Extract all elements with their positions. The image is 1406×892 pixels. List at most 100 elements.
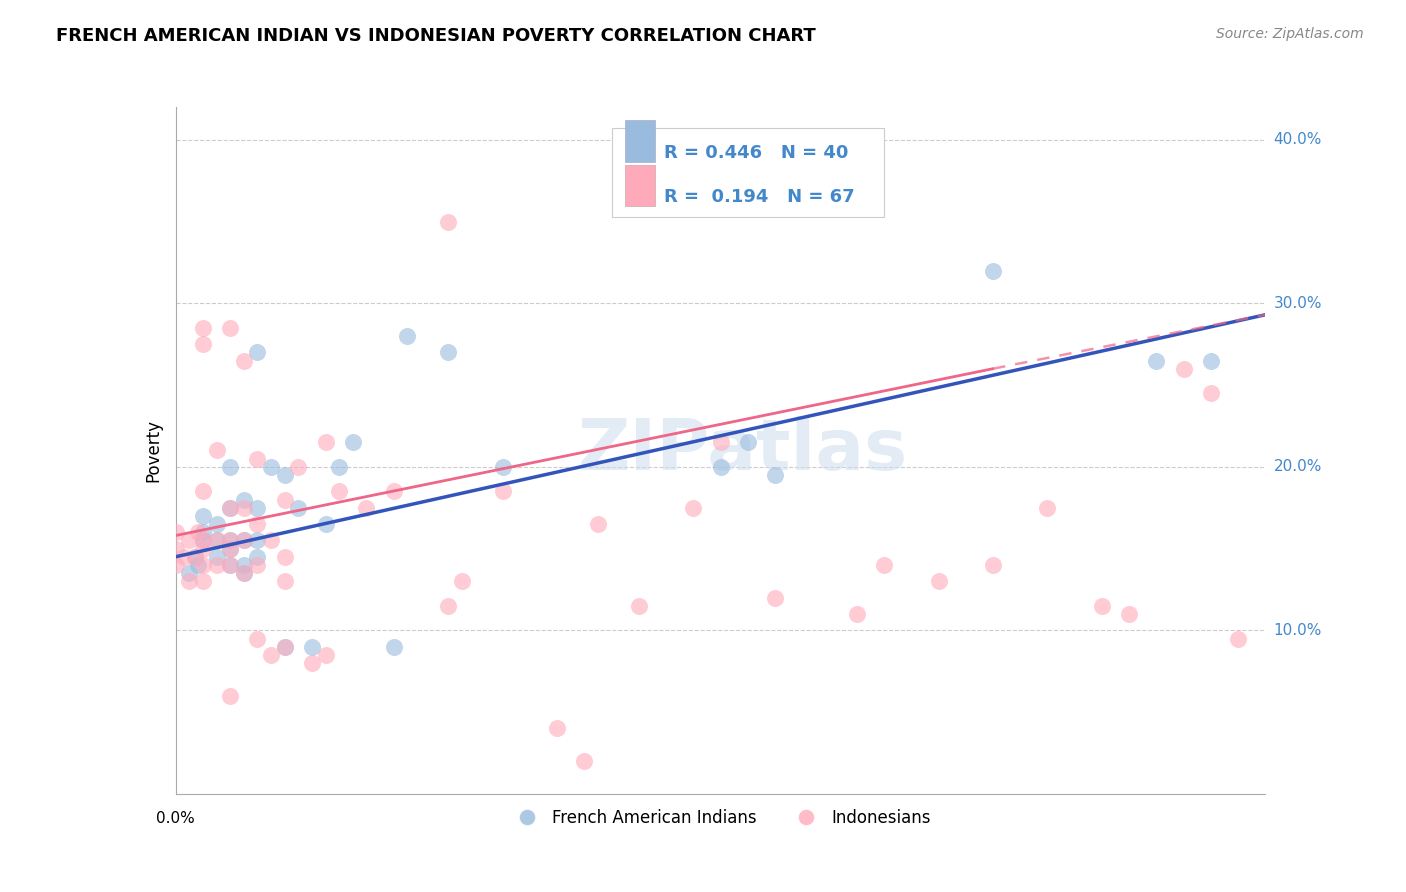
Text: R =  0.194   N = 67: R = 0.194 N = 67 [664, 188, 855, 206]
Point [246, 632, 269, 646]
Point [356, 500, 378, 515]
Point [287, 500, 309, 515]
Point [342, 435, 364, 450]
Point [191, 337, 214, 351]
Point [274, 492, 297, 507]
Point [205, 549, 228, 564]
Point [191, 321, 214, 335]
Point [219, 459, 242, 474]
Point [382, 484, 405, 499]
Point [260, 459, 283, 474]
Point [219, 500, 242, 515]
Point [981, 263, 1004, 277]
Text: FRENCH AMERICAN INDIAN VS INDONESIAN POVERTY CORRELATION CHART: FRENCH AMERICAN INDIAN VS INDONESIAN POV… [56, 27, 815, 45]
Point [219, 689, 242, 703]
Point [232, 492, 254, 507]
Point [274, 467, 297, 482]
Point [179, 574, 201, 589]
Point [315, 516, 337, 531]
Point [710, 435, 733, 450]
Point [184, 549, 207, 564]
Text: 10.0%: 10.0% [1274, 623, 1322, 638]
Text: R = 0.446   N = 40: R = 0.446 N = 40 [664, 144, 848, 161]
Point [763, 467, 786, 482]
Point [260, 533, 283, 548]
Point [165, 525, 187, 540]
Point [191, 508, 214, 523]
Point [315, 435, 337, 450]
Point [246, 516, 269, 531]
Point [186, 558, 209, 572]
Point [186, 525, 209, 540]
Point [1118, 607, 1140, 621]
Point [928, 574, 950, 589]
Point [165, 558, 187, 572]
Point [179, 566, 201, 580]
Point [184, 549, 207, 564]
Point [165, 541, 187, 556]
Point [873, 558, 896, 572]
Point [219, 558, 242, 572]
Point [301, 656, 323, 670]
Point [246, 345, 269, 359]
FancyBboxPatch shape [624, 120, 655, 161]
Point [546, 722, 568, 736]
Point [219, 321, 242, 335]
Point [845, 607, 868, 621]
Point [205, 443, 228, 458]
Point [328, 459, 350, 474]
Point [437, 214, 460, 228]
Point [219, 541, 242, 556]
Point [246, 451, 269, 466]
Point [246, 533, 269, 548]
Text: ZIPatlas: ZIPatlas [578, 416, 907, 485]
Point [191, 533, 214, 548]
Point [260, 648, 283, 662]
Point [205, 516, 228, 531]
Point [274, 640, 297, 654]
Point [328, 484, 350, 499]
Point [179, 533, 201, 548]
Text: 20.0%: 20.0% [1274, 459, 1322, 475]
Point [437, 599, 460, 613]
Point [737, 165, 759, 179]
Point [191, 541, 214, 556]
Point [191, 533, 214, 548]
Point [191, 574, 214, 589]
Point [396, 329, 419, 343]
Point [287, 459, 309, 474]
Point [586, 516, 609, 531]
Point [450, 574, 472, 589]
Point [205, 533, 228, 548]
Text: 40.0%: 40.0% [1274, 132, 1322, 147]
Legend: French American Indians, Indonesians: French American Indians, Indonesians [503, 802, 938, 834]
Point [232, 566, 254, 580]
FancyBboxPatch shape [624, 165, 655, 206]
Point [574, 754, 596, 768]
Point [1227, 632, 1250, 646]
Point [246, 558, 269, 572]
Point [437, 345, 460, 359]
Point [763, 591, 786, 605]
Y-axis label: Poverty: Poverty [145, 419, 163, 482]
Point [232, 500, 254, 515]
Point [246, 549, 269, 564]
Point [627, 599, 650, 613]
Point [301, 640, 323, 654]
Point [219, 500, 242, 515]
Point [232, 558, 254, 572]
Point [382, 640, 405, 654]
Point [191, 484, 214, 499]
Point [274, 574, 297, 589]
Point [232, 533, 254, 548]
Text: 0.0%: 0.0% [156, 811, 195, 826]
Point [315, 648, 337, 662]
Point [274, 640, 297, 654]
Point [1173, 361, 1195, 376]
Point [191, 558, 214, 572]
Point [492, 459, 515, 474]
Point [274, 549, 297, 564]
Point [173, 549, 195, 564]
Point [1144, 353, 1167, 368]
Point [981, 558, 1004, 572]
